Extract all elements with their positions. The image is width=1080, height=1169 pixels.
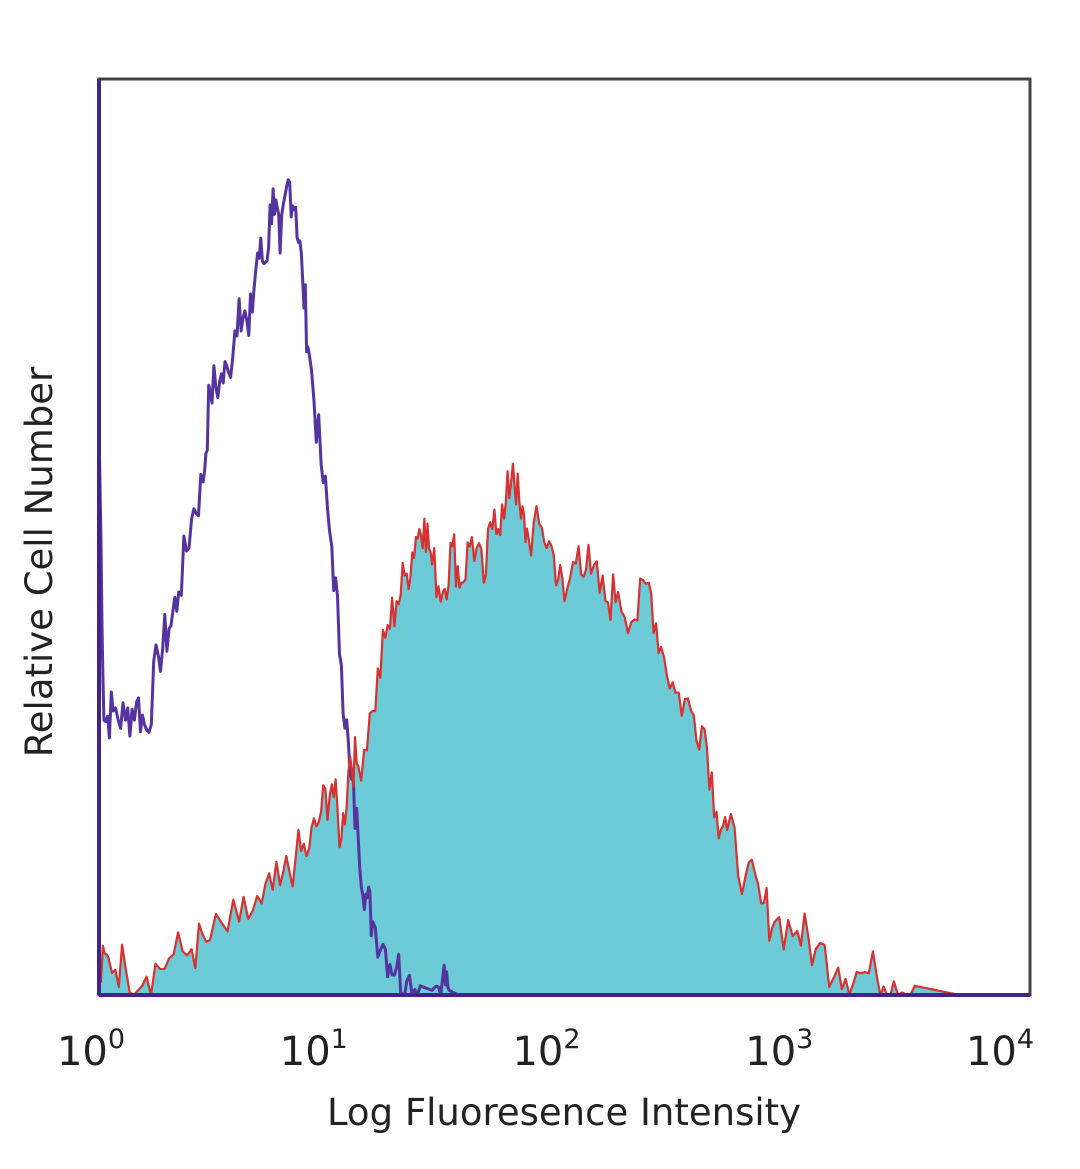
x-tick-label: 100 (57, 1024, 125, 1075)
stained-series-line (97, 462, 961, 997)
stained-series-area (99, 463, 960, 995)
plot-area (97, 77, 1032, 997)
x-tick-label: 103 (745, 1024, 813, 1075)
control-series-line (97, 178, 460, 997)
x-tick-label: 104 (966, 1024, 1034, 1075)
x-tick-label: 102 (512, 1024, 580, 1075)
y-axis-title: Relative Cell Number (18, 366, 61, 757)
x-axis-title: Log Fluoresence Intensity (327, 1091, 801, 1134)
x-ticks: 100 101 102 103 104 (57, 1024, 1034, 1075)
x-tick-label: 101 (280, 1024, 348, 1075)
